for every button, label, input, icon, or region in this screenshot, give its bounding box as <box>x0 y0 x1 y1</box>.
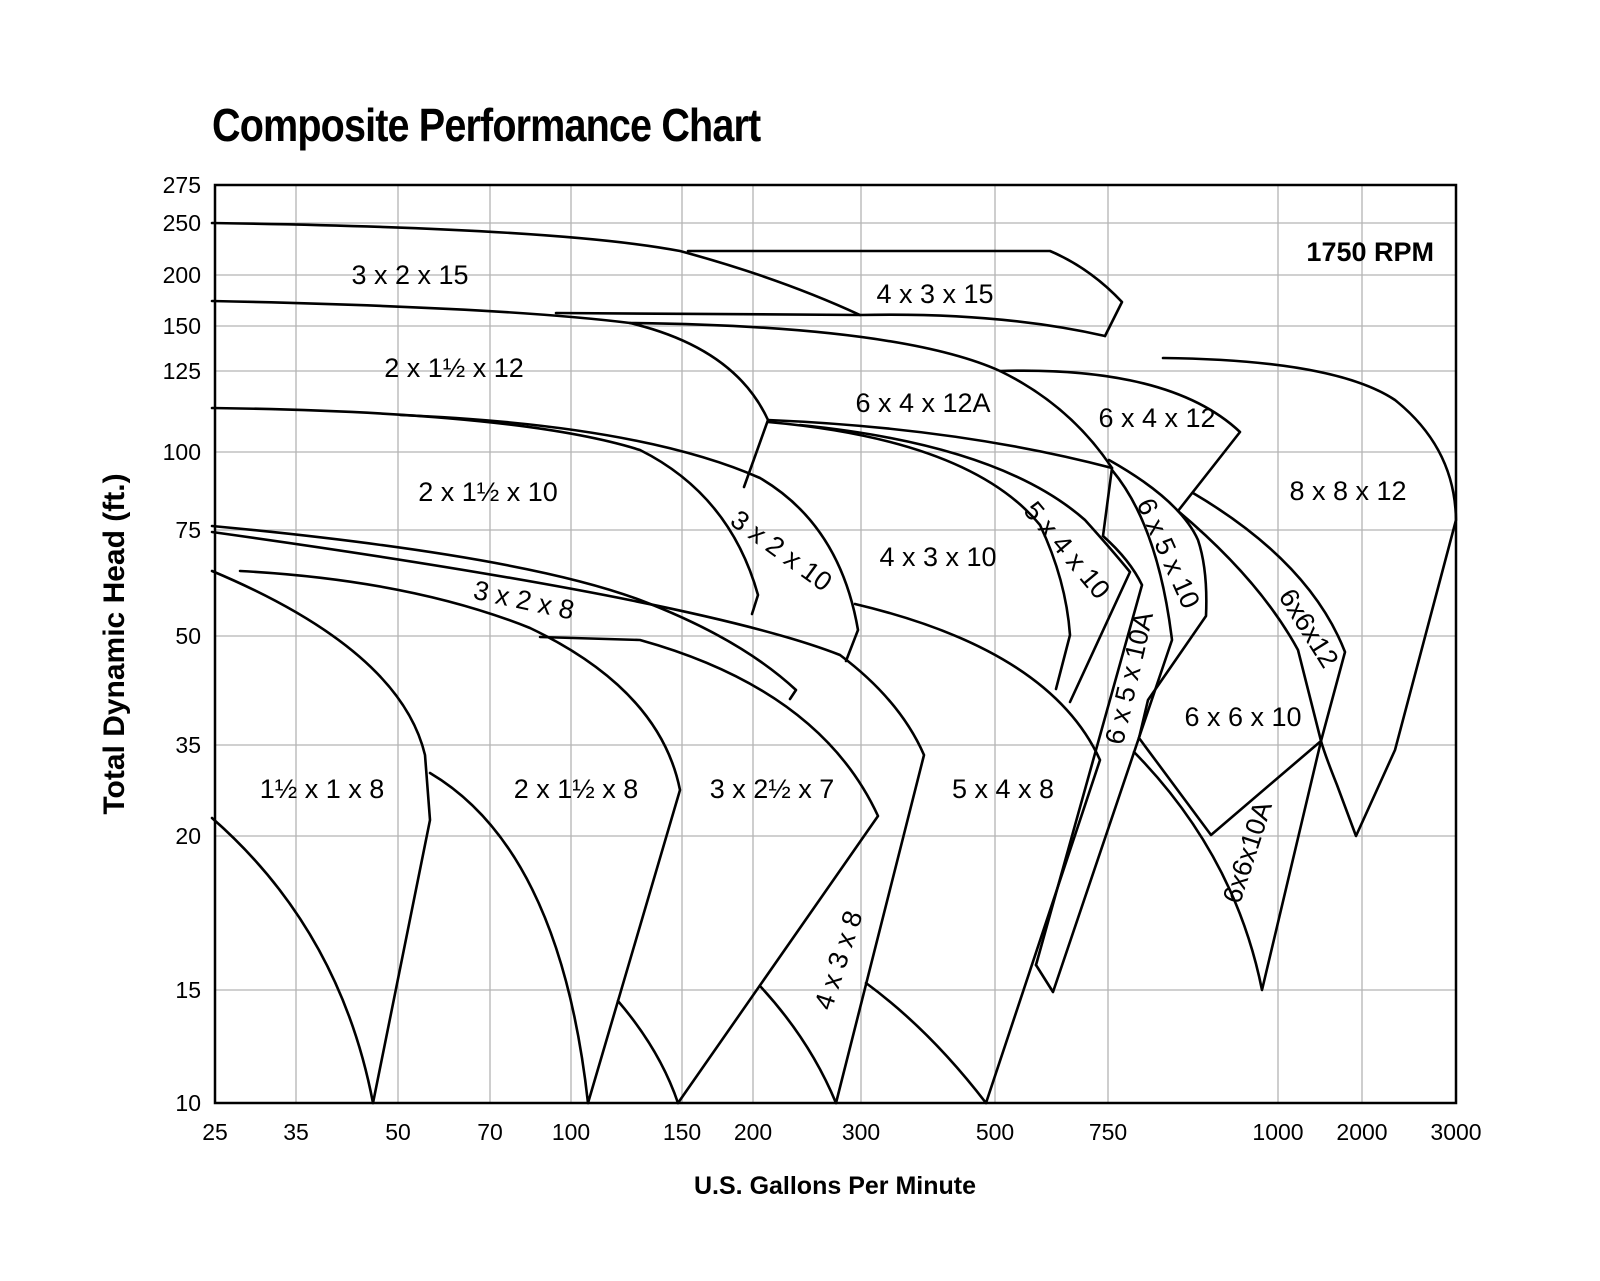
x-tick-label: 70 <box>477 1119 503 1145</box>
y-axis-label: Total Dynamic Head (ft.) <box>98 473 131 814</box>
label-4x3x15: 4 x 3 x 15 <box>876 279 993 309</box>
curve-6x6x10a <box>1132 739 1323 992</box>
curve-3x2x10 <box>398 413 860 663</box>
y-axis-ticks: 275 250 200 150 125 100 75 50 35 20 15 10 <box>163 172 201 1116</box>
x-tick-label: 35 <box>283 1119 309 1145</box>
grid-lines <box>215 185 1456 1103</box>
x-tick-label: 200 <box>734 1119 772 1145</box>
x-tick-label: 150 <box>663 1119 701 1145</box>
curve-6x5x10 <box>1107 458 1208 740</box>
region-labels: 3 x 2 x 15 4 x 3 x 15 2 x 1½ x 12 6 x 4 … <box>260 260 1407 1013</box>
label-4x3x8: 4 x 3 x 8 <box>808 907 868 1013</box>
y-tick-label: 10 <box>175 1090 201 1116</box>
label-3x2-5x7: 3 x 2½ x 7 <box>710 774 835 804</box>
curve-4x3x8-low <box>758 984 838 1105</box>
y-tick-label: 250 <box>163 210 201 236</box>
label-4x3x10: 4 x 3 x 10 <box>879 542 996 572</box>
curve-4x3x10 <box>766 420 1072 691</box>
curve-1-5x1x8-low <box>210 816 375 1105</box>
y-tick-label: 100 <box>163 439 201 465</box>
label-6x4x12: 6 x 4 x 12 <box>1098 403 1215 433</box>
plot-frame <box>213 183 1458 1105</box>
curve-5x4x10 <box>798 423 1132 704</box>
curve-2x1-5x12 <box>210 299 770 489</box>
label-2x1-5x12: 2 x 1½ x 12 <box>384 353 524 383</box>
y-tick-label: 35 <box>175 732 201 758</box>
x-tick-label: 100 <box>552 1119 590 1145</box>
y-tick-label: 20 <box>175 823 201 849</box>
label-3x2x15: 3 x 2 x 15 <box>351 260 468 290</box>
x-tick-label: 50 <box>385 1119 411 1145</box>
curve-6x5x10a <box>1034 468 1174 994</box>
curve-2x1-5x8 <box>238 569 682 1105</box>
x-axis-ticks: 25 35 50 70 100 150 200 300 500 750 1000 2000 3000 <box>202 1119 1481 1145</box>
curve-5x4x8-low <box>864 981 988 1105</box>
label-6x6x10a: 6x6x10A <box>1217 798 1278 907</box>
x-tick-label: 300 <box>842 1119 880 1145</box>
label-3x2x8: 3 x 2 x 8 <box>471 575 577 626</box>
label-8x8x12: 8 x 8 x 12 <box>1289 476 1406 506</box>
x-tick-label: 500 <box>976 1119 1014 1145</box>
curve-4x3x15-bottom <box>554 311 1107 338</box>
x-axis-label: U.S. Gallons Per Minute <box>694 1172 976 1200</box>
curve-6x4x12a-bottom <box>766 418 1114 470</box>
y-tick-label: 50 <box>175 623 201 649</box>
curve-3x2-5x7 <box>538 635 880 1105</box>
curve-3x2x8 <box>210 524 798 701</box>
curve-3x2-5x7-low <box>616 999 680 1105</box>
label-2x1-5x10: 2 x 1½ x 10 <box>418 477 558 507</box>
label-6x5x10: 6 x 5 x 10 <box>1131 494 1206 613</box>
y-tick-label: 15 <box>175 977 201 1003</box>
label-6x6x10: 6 x 6 x 10 <box>1184 702 1301 732</box>
label-2x1-5x8: 2 x 1½ x 8 <box>514 774 639 804</box>
y-tick-label: 125 <box>163 358 201 384</box>
curve-6x4x12a <box>628 321 1114 538</box>
curve-2x1-5x10 <box>210 406 760 616</box>
x-tick-label: 3000 <box>1430 1119 1481 1145</box>
curve-6x5x10a-inner <box>1034 534 1144 967</box>
curve-6x6x10a-right <box>1176 509 1323 743</box>
y-tick-label: 275 <box>163 172 201 198</box>
pump-curves <box>210 221 1458 1105</box>
x-tick-label: 2000 <box>1336 1119 1387 1145</box>
curve-5x4x8 <box>853 602 1102 1105</box>
label-5x4x8: 5 x 4 x 8 <box>952 774 1054 804</box>
x-tick-label: 25 <box>202 1119 228 1145</box>
curve-3x2x15 <box>210 221 862 317</box>
curve-8x8x12 <box>1161 356 1458 838</box>
label-6x4x12a: 6 x 4 x 12A <box>855 388 990 418</box>
curve-6x6x12 <box>1137 491 1347 837</box>
label-5x4x10: 5 x 4 x 10 <box>1018 496 1116 605</box>
label-1-5x1x8: 1½ x 1 x 8 <box>260 774 385 804</box>
y-tick-label: 150 <box>163 313 201 339</box>
curve-4x3x15 <box>686 249 1124 338</box>
curve-4x3x8 <box>210 530 926 1105</box>
curve-2x1-5x8-low <box>428 771 590 1105</box>
chart-title: Composite Performance Chart <box>212 99 761 151</box>
x-tick-label: 750 <box>1089 1119 1127 1145</box>
rpm-annotation: 1750 RPM <box>1306 237 1434 267</box>
curve-1-5x1x8 <box>210 569 432 1105</box>
x-tick-label: 1000 <box>1252 1119 1303 1145</box>
y-tick-label: 200 <box>163 262 201 288</box>
y-tick-label: 75 <box>175 517 201 543</box>
curve-6x4x12 <box>998 369 1242 513</box>
